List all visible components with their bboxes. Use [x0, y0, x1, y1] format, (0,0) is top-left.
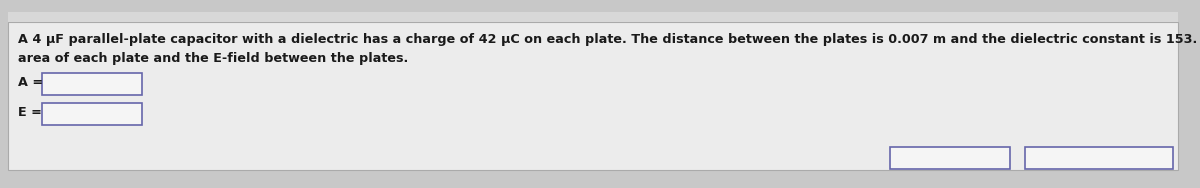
FancyBboxPatch shape — [1025, 147, 1174, 169]
Text: area of each plate and the E-field between the plates.: area of each plate and the E-field betwe… — [18, 52, 408, 65]
FancyBboxPatch shape — [42, 73, 142, 95]
Text: A =: A = — [18, 77, 43, 89]
FancyBboxPatch shape — [8, 12, 1178, 22]
FancyBboxPatch shape — [890, 147, 1010, 169]
FancyBboxPatch shape — [8, 22, 1178, 170]
Text: E =: E = — [18, 106, 42, 120]
Text: A 4 μF parallel-plate capacitor with a dielectric has a charge of 42 μC on each : A 4 μF parallel-plate capacitor with a d… — [18, 33, 1200, 46]
FancyBboxPatch shape — [42, 103, 142, 125]
